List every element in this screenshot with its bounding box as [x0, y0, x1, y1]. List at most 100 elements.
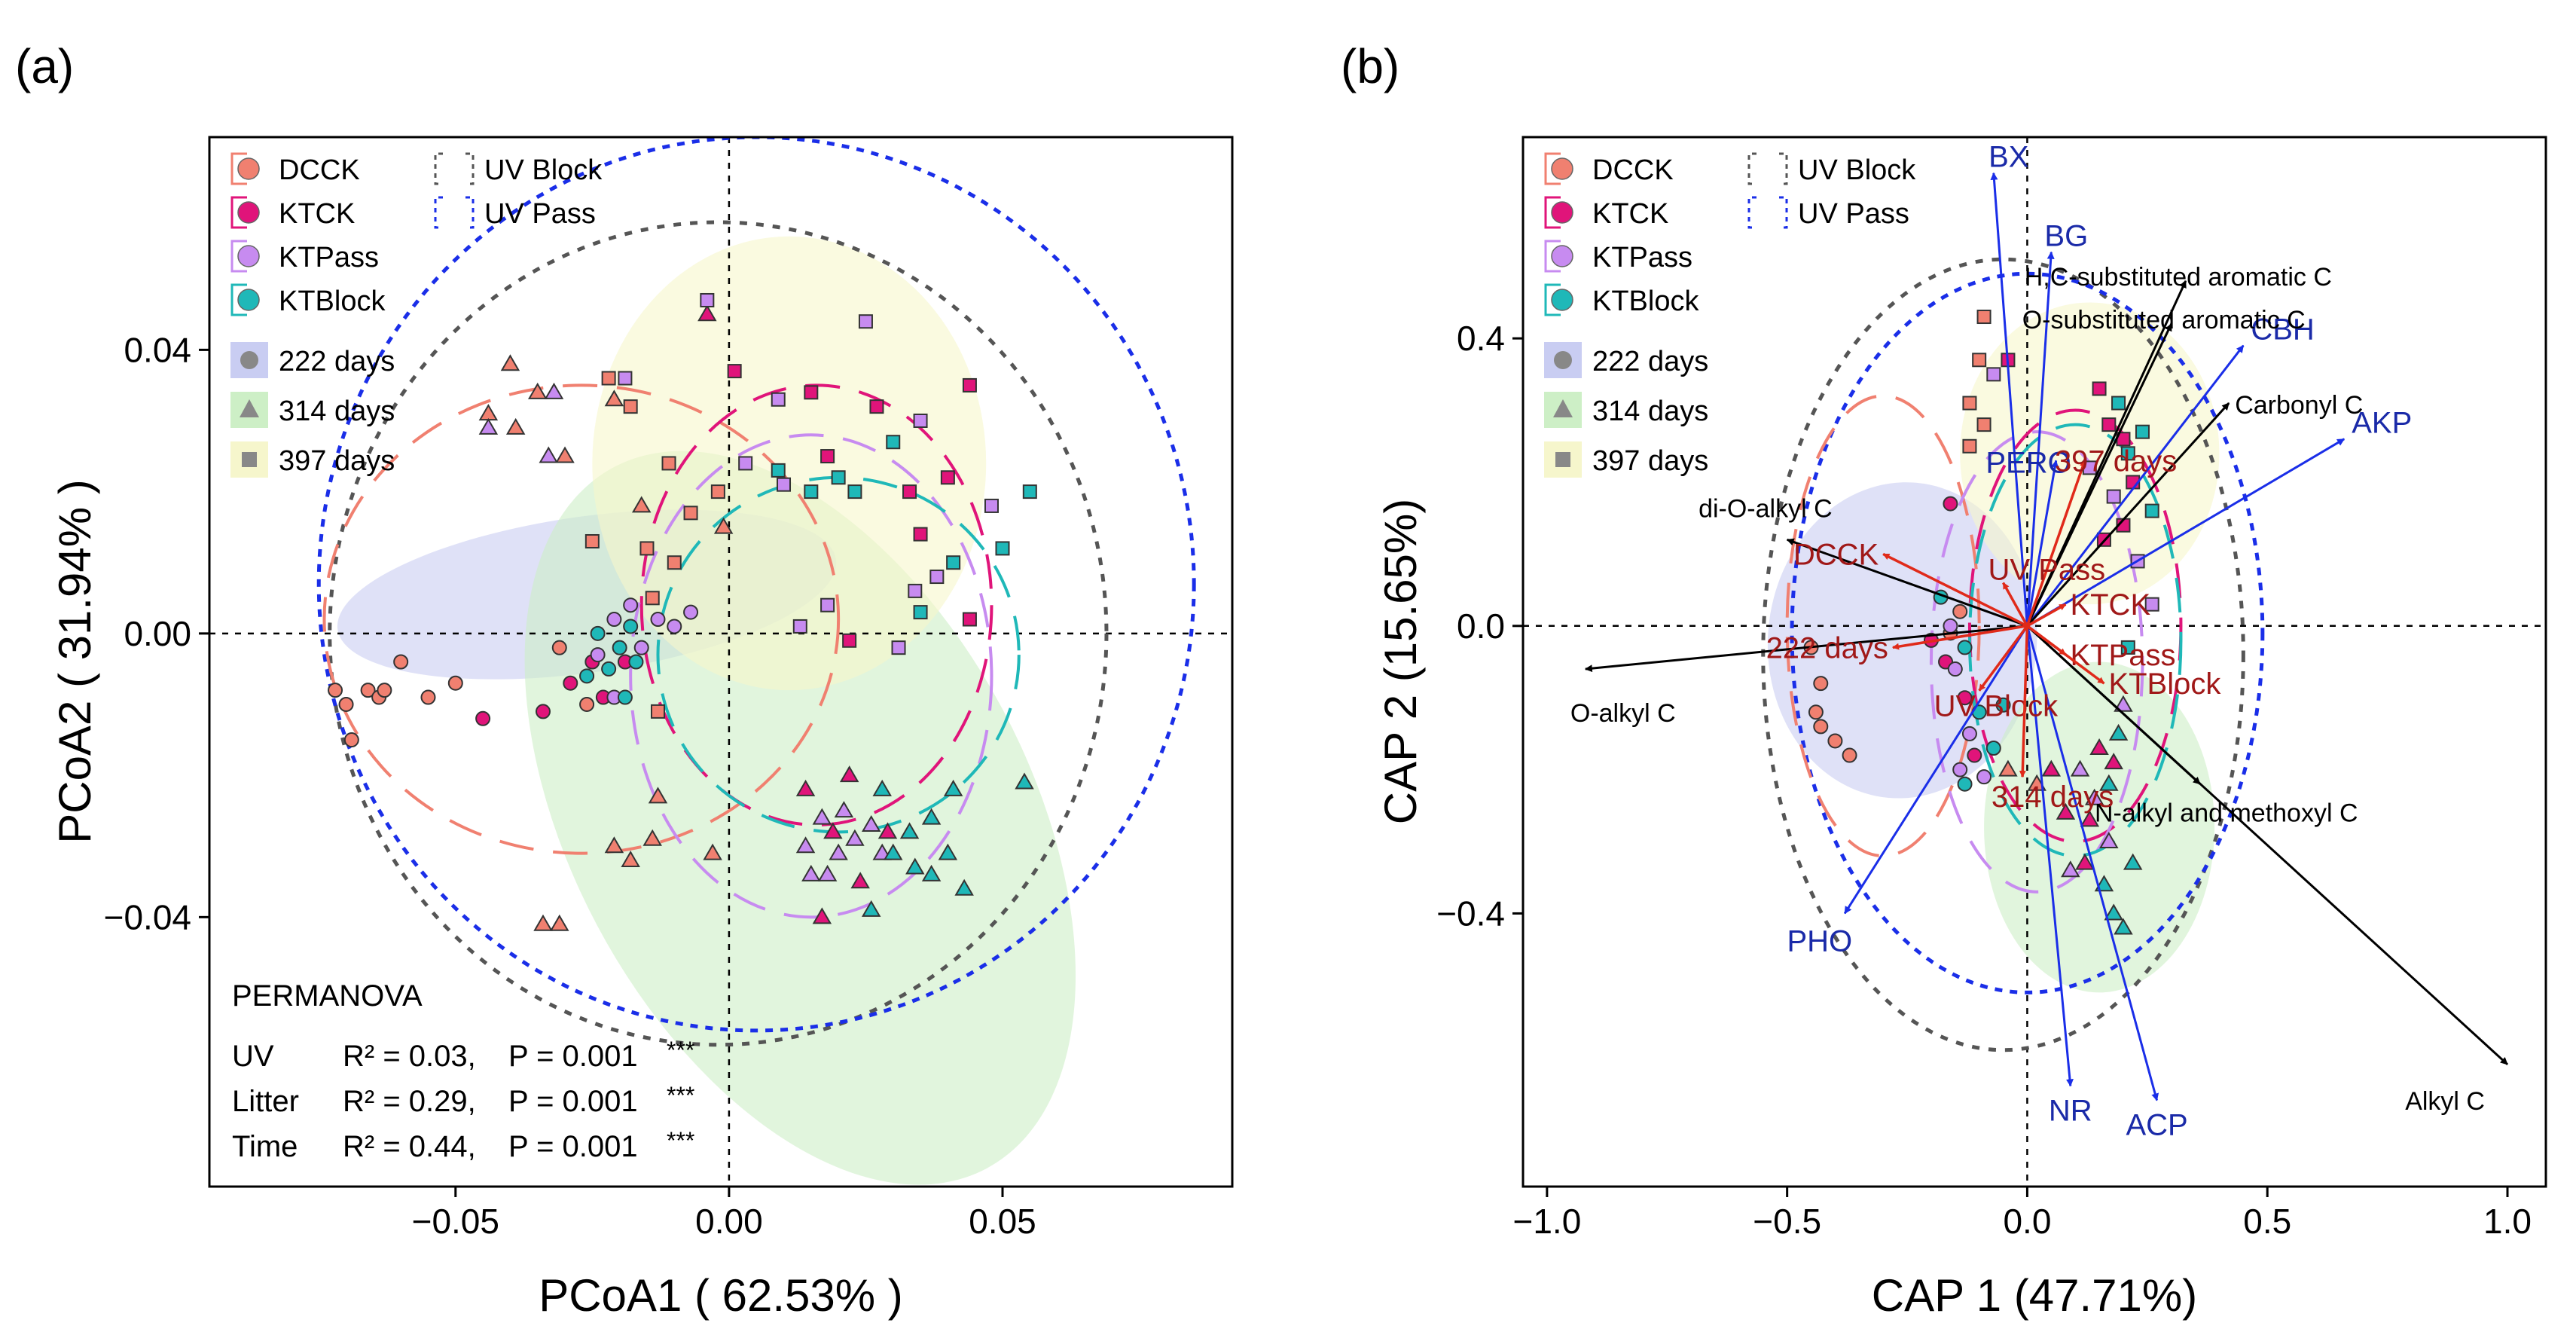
data-point	[1985, 740, 2001, 756]
data-point	[812, 907, 832, 924]
data-point	[710, 484, 725, 499]
data-point	[420, 689, 436, 705]
data-point	[2111, 396, 2126, 411]
legend-label: DCCK	[279, 154, 360, 186]
data-point	[2120, 640, 2135, 655]
time-ellipse-222-days	[1767, 482, 2037, 799]
data-point	[475, 710, 491, 726]
panel-b-zero-lines	[1523, 137, 2546, 1187]
data-point	[938, 843, 958, 860]
permanova-box: PERMANOVA UV R² = 0.03, P = 0.001 *** Li…	[232, 979, 694, 1163]
panel-b-vectors: BX BG CBH AKP PERO PHO NR ACP H,C-substituted ar…	[1570, 141, 2509, 1142]
legend-key-circle	[1554, 351, 1572, 369]
legend-key-circle	[240, 351, 258, 369]
data-point	[447, 675, 463, 691]
legend-label: KTBlock	[279, 286, 386, 317]
data-point	[527, 382, 548, 399]
legend-entry-397-days: 397 days	[230, 441, 395, 478]
legend-entry-ktblock: KTBlock	[1544, 283, 1699, 317]
vector-arrow	[2026, 625, 2105, 685]
vector-label: DCCK	[1793, 538, 1879, 571]
vector-label: PHO	[1787, 924, 1852, 958]
vector-label: KTCK	[2070, 588, 2150, 622]
data-point	[812, 808, 832, 825]
legend-label: KTCK	[279, 198, 355, 230]
legend-key-dashed-box	[1747, 152, 1788, 185]
data-point	[393, 654, 409, 670]
data-point	[2120, 446, 2135, 461]
data-point	[338, 696, 354, 712]
data-point	[1952, 762, 1968, 777]
data-point	[861, 900, 881, 917]
vector-arrow	[2019, 625, 2029, 778]
legend-label: 314 days	[279, 396, 395, 427]
data-point	[697, 304, 717, 322]
permanova-stars: ***	[667, 1082, 694, 1109]
legend-label: UV Block	[1798, 154, 1916, 186]
legend-key-bracket	[1544, 196, 1561, 229]
permanova-factor: Time	[232, 1130, 298, 1163]
panel-a-label: (a)	[15, 39, 74, 93]
vector-arrow	[1584, 625, 2028, 673]
vector-arrow	[2002, 582, 2028, 627]
data-point	[884, 843, 903, 860]
legend-label: KTPass	[1592, 242, 1692, 273]
vector-label: N-alkyl and methoxyl C	[2095, 799, 2358, 828]
data-point	[1957, 690, 1973, 706]
vector-label: Carbonyl C	[2235, 391, 2363, 420]
data-point	[623, 399, 638, 414]
data-point	[1022, 484, 1037, 499]
vector-label: AKP	[2352, 407, 2412, 440]
legend-key-bracket	[1544, 152, 1561, 185]
vector-ktck: KTCK	[2026, 588, 2150, 628]
panel-a-x-label: PCoA1 ( 62.53% )	[539, 1270, 903, 1321]
data-point	[872, 779, 892, 796]
treatment-ellipse-ktpass	[629, 433, 993, 919]
data-point	[533, 914, 553, 931]
time-ellipse-397-days	[592, 236, 987, 691]
data-point	[500, 354, 520, 371]
x-tick-label: −0.5	[1753, 1202, 1821, 1241]
legend-label: KTPass	[279, 242, 379, 273]
data-point	[943, 779, 963, 796]
data-point	[343, 732, 359, 748]
vector-arrow	[2025, 625, 2074, 1087]
data-point	[2099, 832, 2119, 849]
data-point	[584, 533, 600, 548]
legend-key-marker	[237, 157, 260, 180]
vector-label: UV Block	[1934, 690, 2059, 723]
data-point	[617, 689, 633, 705]
legend-entry-dcck: DCCK	[1544, 152, 1674, 186]
data-point	[328, 683, 343, 698]
vector-bx: BX	[1988, 141, 2028, 626]
panel-a-y-label: PCoA2 ( 31.94% )	[50, 479, 100, 844]
data-point	[535, 704, 551, 719]
legend-key-triangle	[240, 399, 259, 417]
legend-entry-ktck: KTCK	[230, 196, 355, 230]
data-point	[823, 822, 843, 839]
panel-b-label: (b)	[1341, 39, 1399, 93]
uv-ellipse-uv-block	[1761, 257, 2245, 1052]
vector-label: 222 days	[1766, 631, 1888, 664]
data-point	[2123, 853, 2143, 870]
vector-arrow	[1892, 625, 2028, 650]
x-tick-label: 1.0	[2483, 1202, 2532, 1241]
data-point	[847, 484, 862, 499]
legend-label: 397 days	[279, 445, 395, 477]
data-point	[505, 417, 526, 435]
data-point	[2084, 788, 2104, 805]
vector-label: 314 days	[1992, 781, 2114, 814]
data-point	[891, 640, 906, 655]
legend-key-bracket	[1544, 240, 1561, 273]
panel-b-uv-ellipses	[1761, 257, 2265, 1052]
data-point	[2135, 424, 2150, 439]
panel-b-treatment-ellipses	[1785, 394, 2183, 894]
data-point	[604, 836, 624, 854]
permanova-stars: ***	[667, 1037, 694, 1064]
data-point	[544, 382, 564, 399]
legend-key-marker	[1551, 201, 1573, 224]
data-point	[834, 801, 854, 818]
data-point	[618, 371, 633, 386]
data-point	[1952, 603, 1968, 619]
data-point	[877, 822, 898, 839]
